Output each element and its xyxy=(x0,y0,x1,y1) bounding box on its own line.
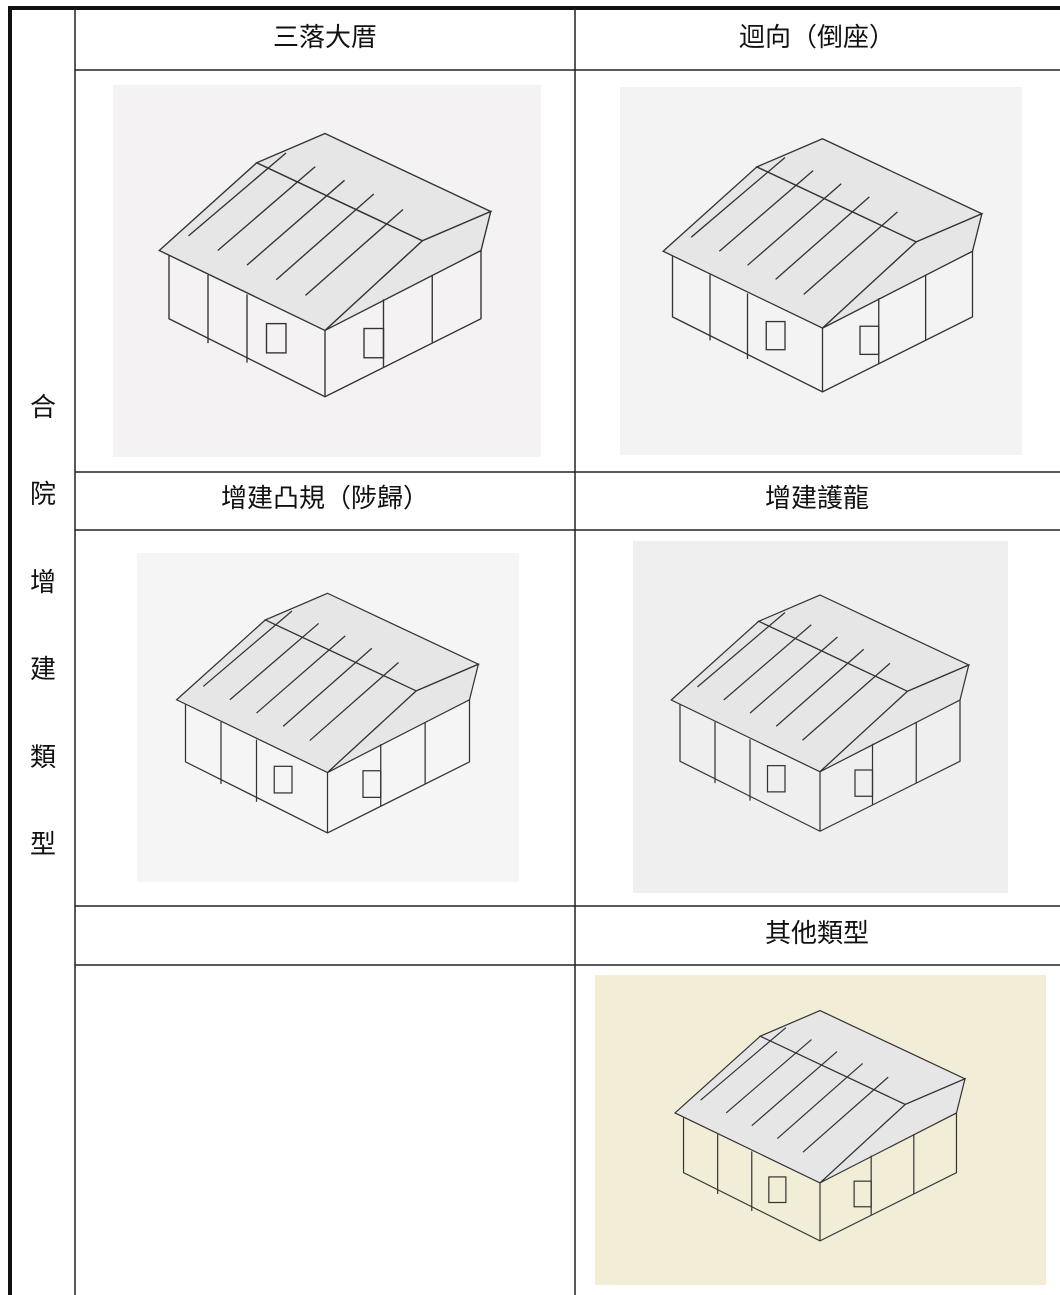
cell-header: 增建護龍 xyxy=(765,484,869,513)
side-label-char: 類 xyxy=(30,743,56,772)
side-label-char: 增 xyxy=(30,568,56,597)
side-label-char: 院 xyxy=(30,480,56,509)
illustration xyxy=(137,553,519,882)
side-label-char: 建 xyxy=(30,655,56,684)
cell-header: 迴向（倒座） xyxy=(739,23,895,52)
cell-header: 增建凸規（陟歸） xyxy=(221,484,429,513)
side-label-char: 合 xyxy=(30,393,56,422)
cell-header: 其他類型 xyxy=(765,919,869,948)
illustration xyxy=(595,975,1046,1285)
cell-header: 三落大厝 xyxy=(273,23,377,52)
illustration xyxy=(633,541,1008,893)
illustration xyxy=(620,87,1022,455)
illustration xyxy=(113,85,541,457)
side-label-char: 型 xyxy=(30,830,56,859)
